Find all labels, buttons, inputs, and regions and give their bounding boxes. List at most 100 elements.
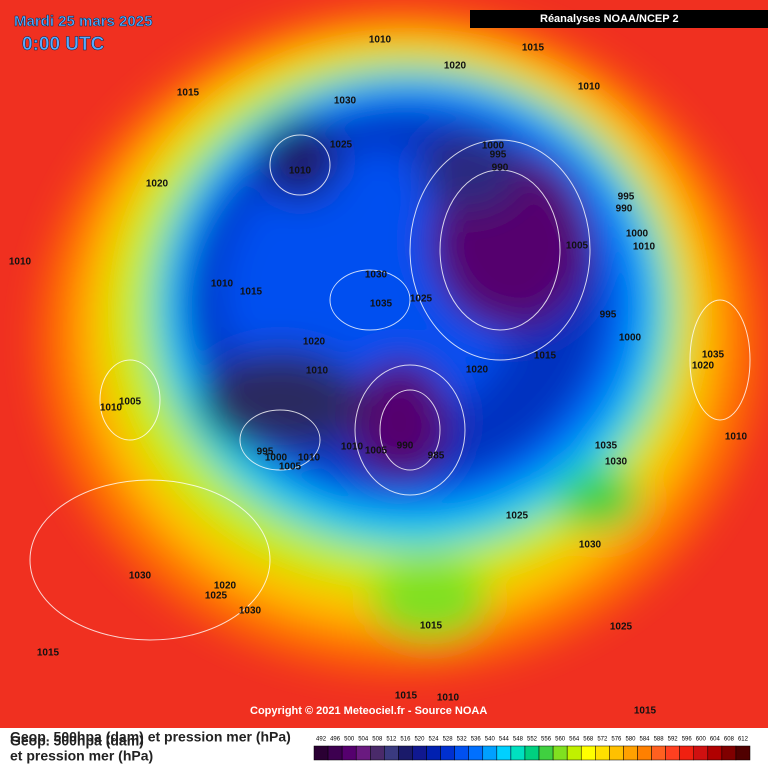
legend-label: 544 (499, 737, 510, 743)
isobar-label: 995 (257, 447, 274, 458)
legend-swatch (693, 745, 709, 761)
isobar-label: 1025 (205, 591, 228, 602)
geopotential-field (40, 10, 760, 670)
isobar-label: 1020 (466, 365, 489, 376)
legend-label: 600 (696, 737, 707, 743)
isobar-label: 1030 (239, 606, 262, 617)
isobar-label: 1035 (702, 350, 725, 361)
legend-swatch (595, 745, 610, 761)
time-label: 0:00 UTC (22, 34, 105, 55)
isobar-label: 1000 (626, 229, 649, 240)
legend-label: 548 (513, 737, 524, 743)
isobar-label: 1005 (119, 397, 142, 408)
legend-swatch (440, 745, 455, 761)
legend-label: 596 (682, 737, 693, 743)
legend-swatch (679, 745, 694, 761)
isobar-label: 1025 (610, 622, 633, 633)
isobar-label: 1015 (177, 88, 200, 99)
legend-label: 572 (597, 737, 608, 743)
legend-swatch (538, 745, 554, 761)
legend-swatch (665, 745, 680, 761)
legend-swatch (355, 745, 371, 761)
isobar-label: 990 (616, 204, 633, 215)
legend-swatch (496, 745, 512, 761)
isobar-label: 1020 (444, 61, 467, 72)
legend-swatch (735, 745, 751, 761)
legend-label: 580 (625, 737, 636, 743)
isobar-label: 1015 (534, 351, 557, 362)
legend-label: 524 (429, 737, 440, 743)
isobar-label: 1010 (306, 366, 329, 377)
isobar-label: 1020 (214, 581, 237, 592)
source-banner (470, 10, 768, 28)
isobar-label: 1010 (211, 279, 234, 290)
isobar-label: 995 (490, 150, 507, 161)
isobar-label: 1015 (634, 706, 657, 717)
isobar-label: 1035 (370, 299, 393, 310)
isobar-label: 1015 (420, 621, 443, 632)
legend-label: 520 (414, 737, 425, 743)
legend-label: 508 (372, 737, 383, 743)
legend-swatch (468, 745, 484, 761)
isobar-label: 1005 (566, 241, 589, 252)
legend-label: 576 (611, 737, 622, 743)
isobar-label: 1010 (369, 35, 392, 46)
isobar-label: 1025 (330, 140, 353, 151)
isobar-label: 1010 (578, 82, 601, 93)
isobar-label: 1015 (522, 43, 545, 54)
color-legend: 492 496 500 504 508 512 516 520 524 528 532 536 540 5… (313, 737, 751, 761)
isobar-label: 1035 (595, 441, 618, 452)
legend-swatch (524, 745, 540, 761)
isobar-label: 995 (618, 192, 635, 203)
isobar-label: 1010 (298, 453, 321, 464)
source-label: Réanalyses NOAA/NCEP 2 (540, 13, 679, 25)
legend-swatch (707, 745, 723, 761)
isobar-label: 1005 (365, 446, 388, 457)
legend-label: 568 (583, 737, 594, 743)
caption: Geop. 500hpa (dam) et pression mer (hPa) (10, 729, 291, 745)
legend-swatch (623, 745, 638, 761)
isobar-label: 1015 (37, 648, 60, 659)
legend-label: 496 (330, 737, 341, 743)
isobar-label: 1010 (341, 442, 364, 453)
legend-swatch (384, 745, 399, 761)
legend-label: 516 (400, 737, 411, 743)
isobar-label: 1010 (289, 166, 312, 177)
legend-label: 556 (541, 737, 552, 743)
copyright: Copyright © 2021 Meteociel.fr - Source N… (250, 705, 487, 717)
isobar-label: 1030 (129, 571, 152, 582)
legend-swatch (552, 745, 568, 761)
isobar-label: 1020 (303, 337, 326, 348)
isobar-label: 990 (492, 163, 509, 174)
isobar-label: 1015 (240, 287, 263, 298)
isobar-label: 1010 (633, 242, 656, 253)
legend-label: 540 (485, 737, 496, 743)
isobar-label: 1025 (410, 294, 433, 305)
isobar-label: 1000 (482, 141, 505, 152)
legend-label: 552 (527, 737, 538, 743)
legend-label: 492 (316, 737, 327, 743)
isobar-label: 1010 (725, 432, 748, 443)
legend-swatch (651, 745, 666, 761)
isobar-label: 990 (397, 441, 414, 452)
isobar-label: 1000 (265, 453, 288, 464)
isobar-label: 1025 (506, 511, 529, 522)
legend-swatch (580, 745, 596, 761)
legend-swatch (370, 745, 385, 761)
legend-swatch (412, 745, 427, 761)
isobar-label: 1010 (100, 403, 123, 414)
legend-swatch (327, 745, 343, 761)
legend-label: 592 (668, 737, 679, 743)
legend-swatch (454, 745, 469, 761)
legend-label: 528 (443, 737, 454, 743)
legend-swatch (341, 745, 357, 761)
legend-label: 564 (569, 737, 580, 743)
isobars (29, 134, 751, 641)
isobar-label: 1010 (9, 257, 32, 268)
legend-swatch (510, 745, 526, 761)
legend-swatch (721, 745, 737, 761)
date-label: Mardi 25 mars 2025 (14, 13, 152, 30)
legend-swatch (566, 745, 582, 761)
legend-swatch (313, 745, 329, 761)
